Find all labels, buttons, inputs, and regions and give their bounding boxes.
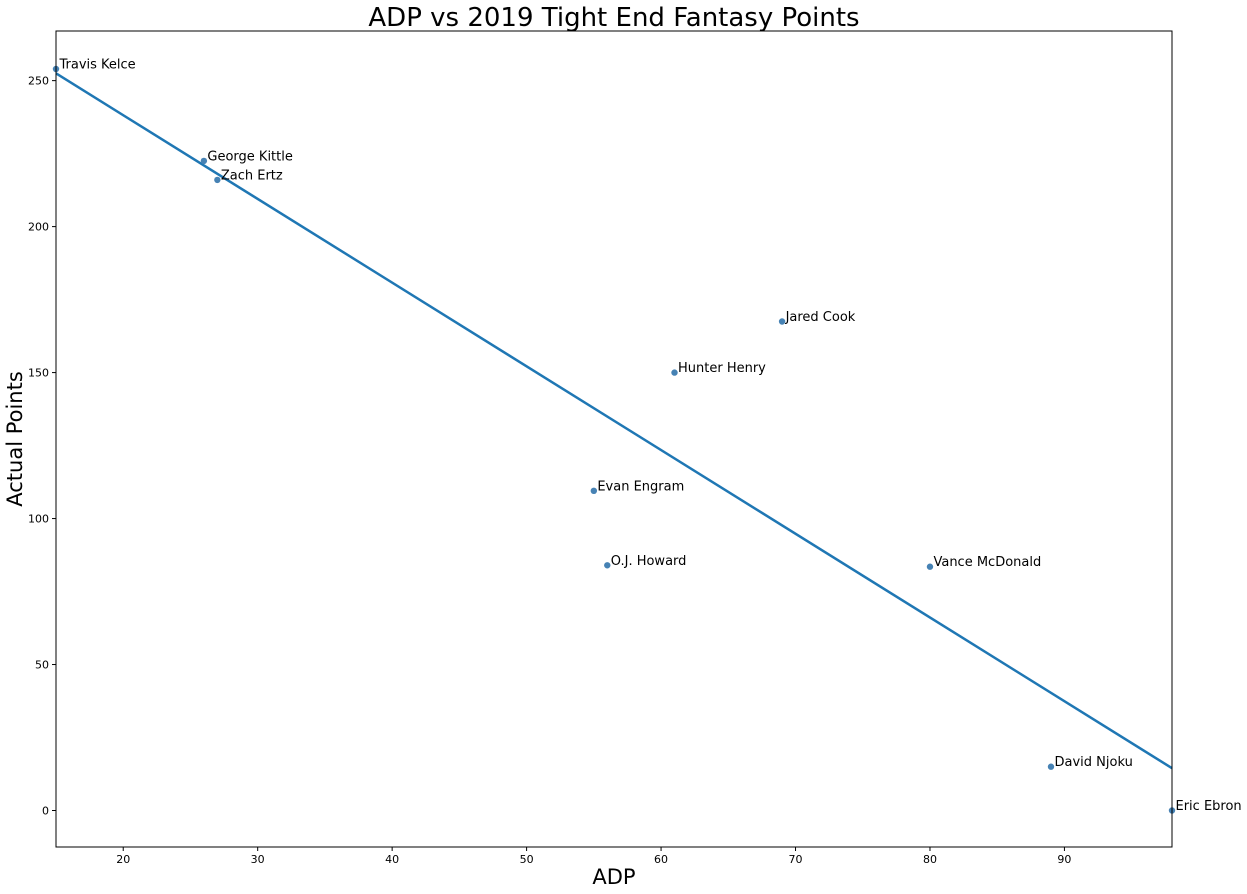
point-label: Zach Ertz bbox=[221, 168, 283, 183]
data-point-layer bbox=[52, 65, 1176, 814]
data-point bbox=[200, 157, 208, 165]
chart-title: ADP vs 2019 Tight End Fantasy Points bbox=[368, 3, 859, 33]
y-axis-ticks: 0 50 100 150 200 250 bbox=[28, 75, 56, 818]
point-label: Jared Cook bbox=[785, 310, 856, 325]
point-label: Evan Engram bbox=[597, 479, 684, 494]
data-point bbox=[590, 487, 598, 495]
data-point bbox=[214, 176, 221, 184]
regression-line-layer bbox=[55, 72, 1173, 770]
point-label-layer: Travis Kelce George Kittle Zach Ertz Jared … bbox=[59, 57, 1242, 814]
x-tick-label: 90 bbox=[1057, 853, 1071, 866]
point-label: Eric Ebron bbox=[1176, 799, 1242, 814]
plot-frame bbox=[55, 30, 1173, 848]
y-tick-label: 0 bbox=[42, 805, 49, 818]
y-tick-label: 100 bbox=[28, 513, 49, 526]
y-tick-label: 200 bbox=[28, 221, 49, 234]
x-tick-label: 40 bbox=[385, 853, 399, 866]
data-point bbox=[671, 369, 678, 376]
x-tick-label: 30 bbox=[251, 853, 265, 866]
x-tick-label: 50 bbox=[520, 853, 534, 866]
data-point bbox=[926, 563, 934, 570]
point-label: George Kittle bbox=[207, 149, 292, 164]
y-tick-label: 150 bbox=[28, 367, 49, 380]
point-label: O.J. Howard bbox=[611, 554, 687, 569]
point-label: Vance McDonald bbox=[933, 555, 1041, 570]
y-axis-label: Actual Points bbox=[3, 371, 27, 507]
y-tick-label: 250 bbox=[28, 75, 49, 88]
x-tick-label: 80 bbox=[923, 853, 937, 866]
x-tick-label: 60 bbox=[654, 853, 668, 866]
x-axis-ticks: 20 30 40 50 60 70 80 90 bbox=[116, 847, 1071, 866]
y-tick-label: 50 bbox=[35, 659, 49, 672]
point-label: David Njoku bbox=[1054, 755, 1132, 770]
point-label: Hunter Henry bbox=[678, 361, 766, 376]
data-point bbox=[1047, 763, 1055, 770]
x-tick-label: 20 bbox=[116, 853, 130, 866]
x-axis-label: ADP bbox=[592, 865, 635, 889]
data-point bbox=[778, 318, 786, 325]
data-point bbox=[604, 562, 611, 569]
x-tick-label: 70 bbox=[789, 853, 803, 866]
point-label: Travis Kelce bbox=[59, 57, 136, 72]
regression-line bbox=[55, 72, 1173, 770]
